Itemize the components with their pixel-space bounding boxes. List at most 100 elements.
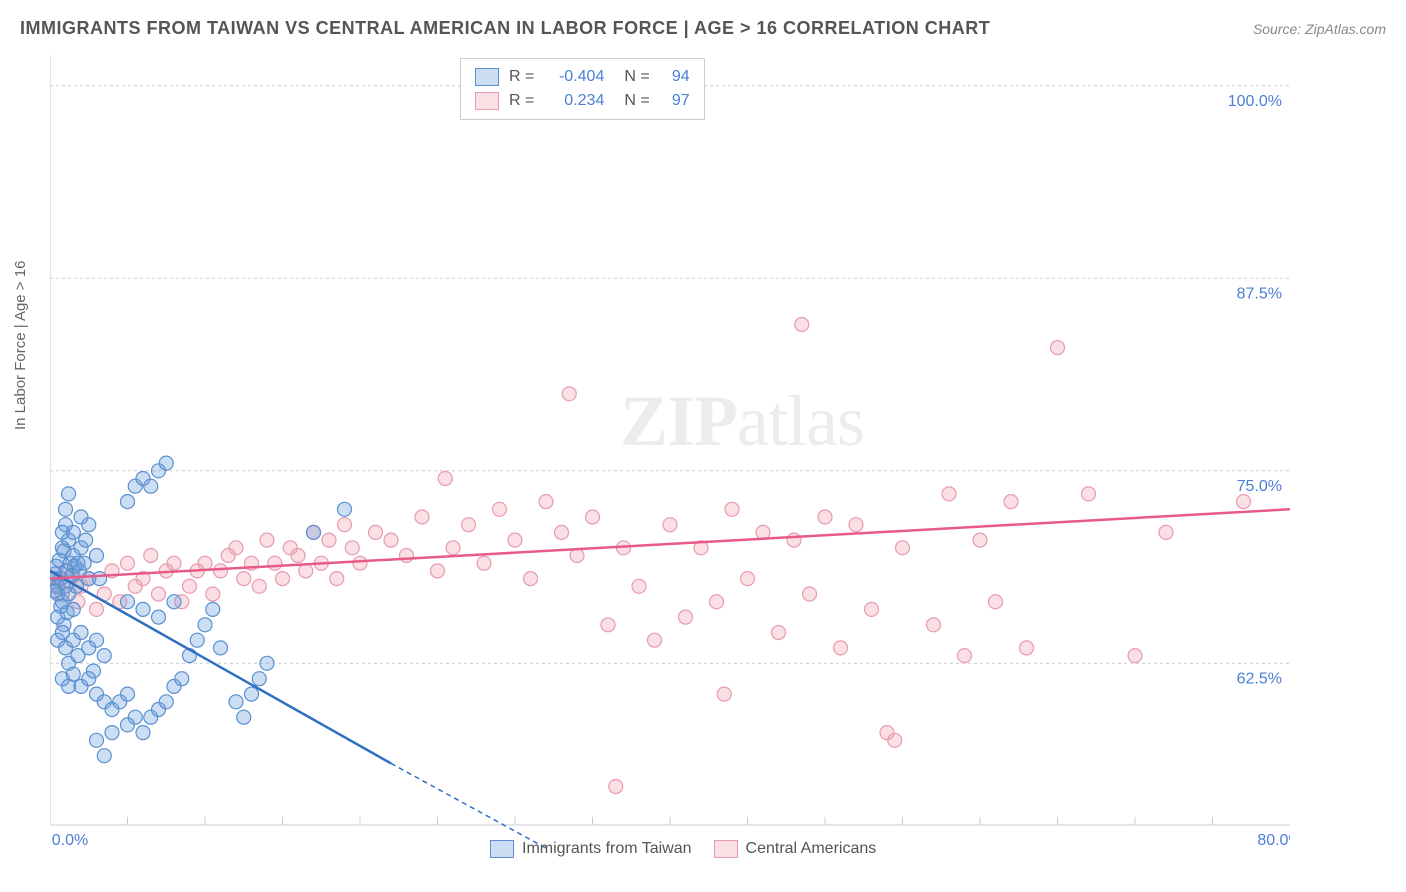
point-central xyxy=(818,510,832,524)
point-taiwan xyxy=(90,549,104,563)
point-central xyxy=(121,556,135,570)
point-taiwan xyxy=(245,687,259,701)
point-taiwan xyxy=(90,633,104,647)
point-central xyxy=(237,572,251,586)
point-central xyxy=(1128,649,1142,663)
source-label: Source: ZipAtlas.com xyxy=(1253,21,1386,37)
point-central xyxy=(725,502,739,516)
title-bar: IMMIGRANTS FROM TAIWAN VS CENTRAL AMERIC… xyxy=(20,18,1386,39)
point-taiwan xyxy=(252,672,266,686)
point-taiwan xyxy=(66,602,80,616)
svg-text:100.0%: 100.0% xyxy=(1228,93,1282,110)
point-central xyxy=(369,525,383,539)
point-central xyxy=(276,572,290,586)
point-central xyxy=(710,595,724,609)
point-central xyxy=(400,549,414,563)
legend-swatch xyxy=(490,840,514,858)
point-central xyxy=(144,549,158,563)
chart-title: IMMIGRANTS FROM TAIWAN VS CENTRAL AMERIC… xyxy=(20,18,990,39)
point-central xyxy=(795,318,809,332)
point-central xyxy=(632,579,646,593)
point-central xyxy=(601,618,615,632)
point-central xyxy=(539,495,553,509)
legend-n-value: 97 xyxy=(660,89,690,113)
svg-text:80.0%: 80.0% xyxy=(1257,832,1290,849)
point-taiwan xyxy=(144,479,158,493)
point-taiwan xyxy=(175,672,189,686)
point-central xyxy=(214,564,228,578)
legend-rn-row: R =-0.404N =94 xyxy=(475,65,690,89)
point-central xyxy=(353,556,367,570)
point-taiwan xyxy=(90,733,104,747)
point-central xyxy=(291,549,305,563)
point-taiwan xyxy=(152,610,166,624)
point-central xyxy=(345,541,359,555)
point-central xyxy=(524,572,538,586)
point-central xyxy=(1237,495,1251,509)
point-central xyxy=(330,572,344,586)
point-central xyxy=(717,687,731,701)
legend-n-label: N = xyxy=(624,89,649,113)
point-taiwan xyxy=(214,641,228,655)
point-central xyxy=(586,510,600,524)
point-central xyxy=(167,556,181,570)
point-taiwan xyxy=(93,572,107,586)
point-central xyxy=(942,487,956,501)
point-taiwan xyxy=(260,656,274,670)
point-central xyxy=(958,649,972,663)
point-central xyxy=(1051,341,1065,355)
point-central xyxy=(198,556,212,570)
point-central xyxy=(90,602,104,616)
point-central xyxy=(927,618,941,632)
point-central xyxy=(252,579,266,593)
point-central xyxy=(477,556,491,570)
legend-swatch xyxy=(475,92,499,110)
point-taiwan xyxy=(59,502,73,516)
point-taiwan xyxy=(121,495,135,509)
point-taiwan xyxy=(66,667,80,681)
point-central xyxy=(508,533,522,547)
point-taiwan xyxy=(62,487,76,501)
point-central xyxy=(438,472,452,486)
point-taiwan xyxy=(97,749,111,763)
point-central xyxy=(834,641,848,655)
point-central xyxy=(206,587,220,601)
legend-series-item: Central Americans xyxy=(714,840,877,858)
point-central xyxy=(865,602,879,616)
point-central xyxy=(431,564,445,578)
point-central xyxy=(648,633,662,647)
point-central xyxy=(322,533,336,547)
point-central xyxy=(183,579,197,593)
legend-rn-row: R =0.234N =97 xyxy=(475,89,690,113)
point-central xyxy=(555,525,569,539)
point-central xyxy=(679,610,693,624)
point-central xyxy=(299,564,313,578)
point-central xyxy=(741,572,755,586)
point-central xyxy=(896,541,910,555)
point-central xyxy=(1020,641,1034,655)
point-central xyxy=(787,533,801,547)
svg-text:87.5%: 87.5% xyxy=(1237,285,1282,302)
point-taiwan xyxy=(307,525,321,539)
point-central xyxy=(229,541,243,555)
point-central xyxy=(609,780,623,794)
point-taiwan xyxy=(190,633,204,647)
point-taiwan xyxy=(237,710,251,724)
regression-taiwan-extrapolate xyxy=(391,763,546,848)
point-central xyxy=(152,587,166,601)
point-taiwan xyxy=(159,695,173,709)
legend-series: Immigrants from TaiwanCentral Americans xyxy=(490,840,876,858)
point-taiwan xyxy=(121,718,135,732)
point-taiwan xyxy=(105,726,119,740)
point-central xyxy=(384,533,398,547)
point-taiwan xyxy=(229,695,243,709)
point-taiwan xyxy=(159,456,173,470)
svg-text:0.0%: 0.0% xyxy=(52,832,88,849)
point-central xyxy=(462,518,476,532)
point-central xyxy=(562,387,576,401)
point-taiwan xyxy=(55,525,69,539)
point-taiwan xyxy=(97,649,111,663)
point-taiwan xyxy=(198,618,212,632)
point-central xyxy=(493,502,507,516)
point-taiwan xyxy=(206,602,220,616)
